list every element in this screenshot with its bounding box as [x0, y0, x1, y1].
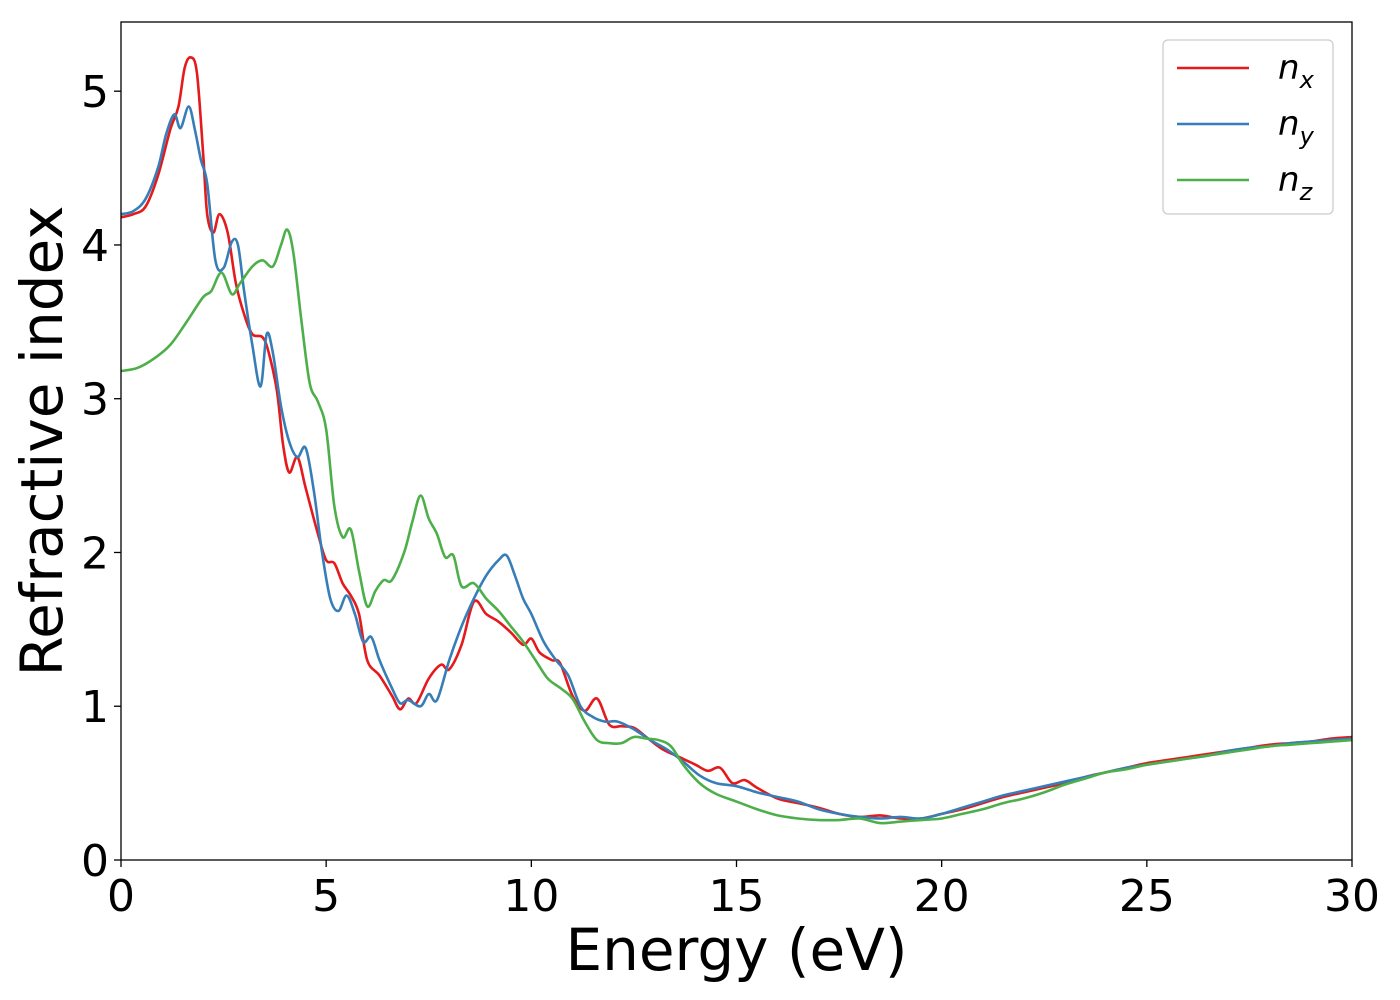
- series-layer: [121, 55, 1352, 825]
- legend-label-nz: nz: [1278, 160, 1314, 206]
- series-line-ny: [121, 105, 1352, 820]
- y-tick-label: 5: [81, 67, 109, 118]
- legend-box: [1162, 39, 1334, 215]
- y-tick-label: 4: [81, 221, 109, 272]
- y-tick-label: 0: [81, 836, 109, 887]
- y-tick-label: 3: [81, 375, 109, 426]
- x-tick-label: 15: [709, 871, 765, 922]
- y-tick-label: 1: [81, 682, 109, 733]
- x-tick-label: 5: [312, 871, 340, 922]
- legend-item-nz: nz: [1177, 160, 1314, 206]
- x-tick-label: 20: [914, 871, 970, 922]
- x-axis: 0 5 10 15 20 25 30: [107, 860, 1380, 922]
- x-tick-label: 10: [503, 871, 559, 922]
- series-line-nx: [121, 55, 1352, 821]
- y-axis-title: Refractive index: [8, 205, 76, 676]
- x-axis-title: Energy (eV): [565, 916, 907, 984]
- x-tick-label: 30: [1324, 871, 1380, 922]
- legend-label-nx: nx: [1278, 48, 1315, 94]
- x-tick-label: 0: [107, 871, 135, 922]
- y-tick-label: 2: [81, 528, 109, 579]
- x-tick-label: 25: [1119, 871, 1175, 922]
- series-line-nz: [121, 228, 1352, 825]
- legend-label-ny: ny: [1278, 104, 1315, 150]
- legend-item-ny: ny: [1177, 104, 1315, 150]
- y-axis: 0 1 2 3 4 5: [81, 67, 121, 887]
- legend: nx ny nz: [1162, 39, 1334, 215]
- legend-item-nx: nx: [1177, 48, 1315, 94]
